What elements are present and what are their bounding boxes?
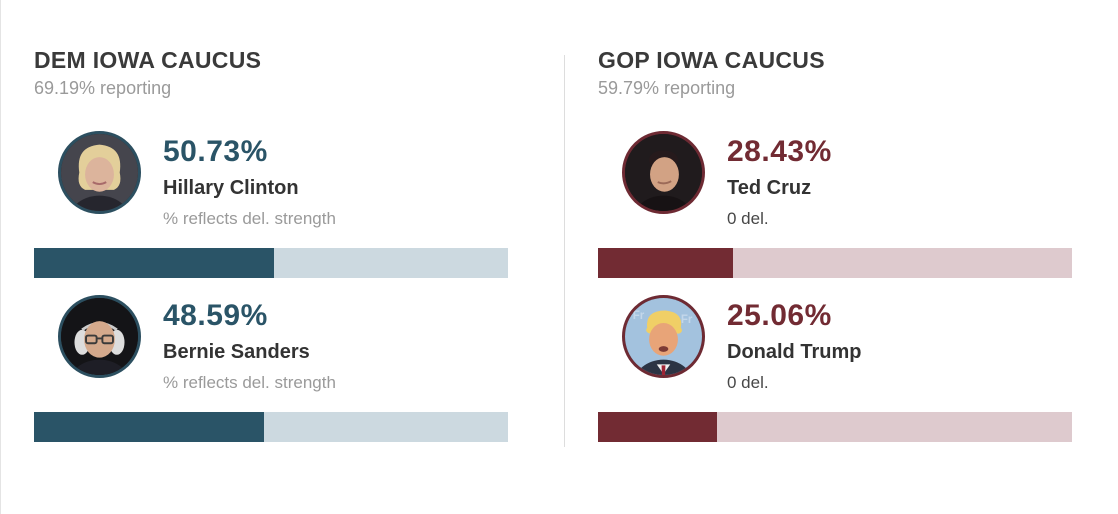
- candidate-row: 48.59% Bernie Sanders % reflects del. st…: [34, 295, 508, 392]
- candidate-percent: 25.06%: [727, 299, 832, 332]
- hillary-clinton-photo: [58, 131, 141, 214]
- bernie-sanders-photo: [58, 295, 141, 378]
- candidate-row: Fr Fr 25.06% Donald Trump 0 del.: [598, 295, 1072, 392]
- column-divider: [564, 55, 565, 447]
- candidate-note: 0 del.: [727, 373, 769, 392]
- svg-text:Fr: Fr: [633, 310, 645, 322]
- result-bar-fill: [34, 412, 265, 442]
- result-bar-fill: [598, 412, 717, 442]
- candidate-info: 48.59% Bernie Sanders % reflects del. st…: [163, 295, 336, 394]
- candidate-note: % reflects del. strength: [163, 373, 336, 392]
- candidate-note: % reflects del. strength: [163, 209, 336, 228]
- candidate-name: Hillary Clinton: [163, 177, 299, 199]
- candidate-info: 28.43% Ted Cruz 0 del.: [727, 131, 832, 230]
- result-bar-fill: [34, 248, 275, 278]
- dem-panel: DEM IOWA CAUCUS 69.19% reporting 50.73% …: [34, 45, 508, 442]
- dem-panel-title: DEM IOWA CAUCUS: [34, 47, 262, 73]
- svg-text:Fr: Fr: [681, 314, 693, 326]
- candidate-percent: 50.73%: [163, 135, 268, 168]
- result-bar: [34, 248, 508, 278]
- gop-panel-title: GOP IOWA CAUCUS: [598, 47, 825, 73]
- candidate-percent: 48.59%: [163, 299, 268, 332]
- candidate-row: 28.43% Ted Cruz 0 del.: [598, 131, 1072, 228]
- candidate-note: 0 del.: [727, 209, 769, 228]
- result-bar: [34, 412, 508, 442]
- dem-reporting-status: 69.19% reporting: [34, 78, 172, 98]
- candidate-row: 50.73% Hillary Clinton % reflects del. s…: [34, 131, 508, 228]
- candidate-name: Donald Trump: [727, 341, 862, 363]
- gop-panel: GOP IOWA CAUCUS 59.79% reporting 28.43% …: [598, 45, 1072, 442]
- result-bar-fill: [598, 248, 733, 278]
- result-bar: [598, 412, 1072, 442]
- gop-reporting-status: 59.79% reporting: [598, 78, 736, 98]
- candidate-name: Bernie Sanders: [163, 341, 310, 363]
- result-bar: [598, 248, 1072, 278]
- donald-trump-photo: Fr Fr: [622, 295, 705, 378]
- candidate-info: 50.73% Hillary Clinton % reflects del. s…: [163, 131, 336, 230]
- candidate-percent: 28.43%: [727, 135, 832, 168]
- candidate-info: 25.06% Donald Trump 0 del.: [727, 295, 861, 394]
- ted-cruz-photo: [622, 131, 705, 214]
- candidate-name: Ted Cruz: [727, 177, 812, 199]
